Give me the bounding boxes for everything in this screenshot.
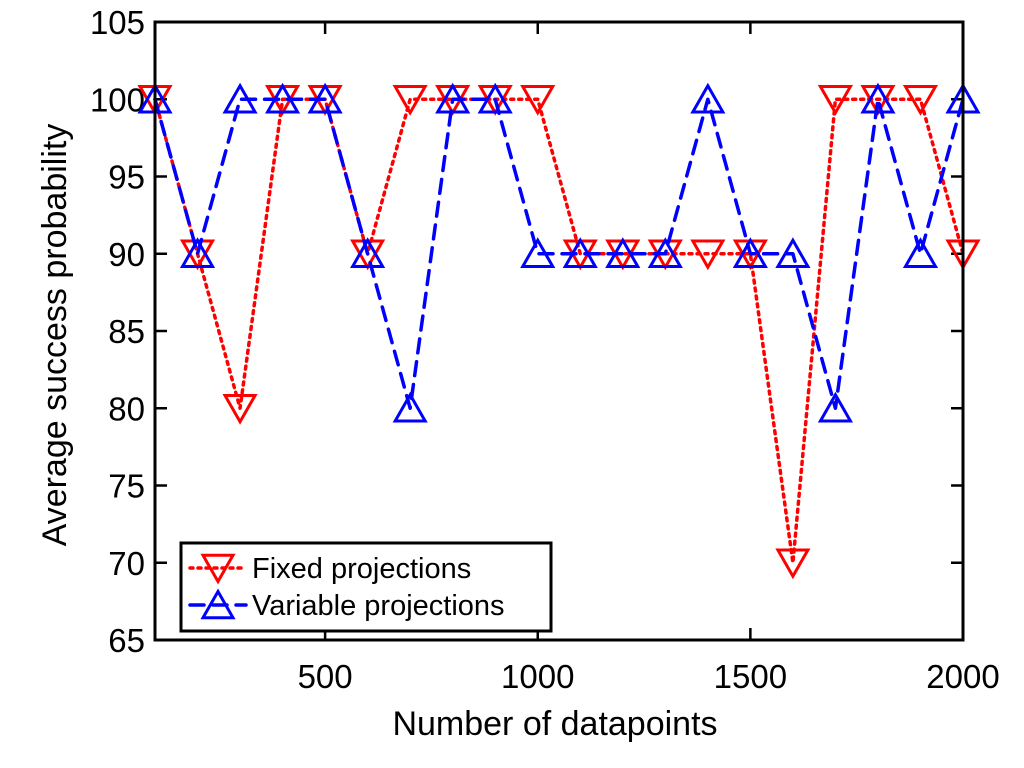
y-tick-label: 75 xyxy=(108,468,145,505)
data-point xyxy=(817,85,854,116)
data-point xyxy=(817,391,854,423)
legend-marker xyxy=(200,553,236,585)
data-point xyxy=(605,237,641,268)
data-point xyxy=(264,82,301,114)
data-point xyxy=(562,237,598,268)
y-tick-label: 105 xyxy=(90,4,145,41)
legend-box xyxy=(179,541,553,633)
plot-frame xyxy=(153,20,965,642)
x-tick-label: 1000 xyxy=(501,658,574,695)
data-point xyxy=(732,237,768,268)
data-point xyxy=(435,82,471,114)
data-point xyxy=(179,237,216,268)
y-tick-label: 95 xyxy=(108,159,145,196)
data-point xyxy=(520,85,556,116)
y-tick-label: 70 xyxy=(108,545,145,582)
y-tick-label: 100 xyxy=(90,81,145,118)
x-tick-label: 500 xyxy=(298,658,353,695)
legend-marker xyxy=(200,588,236,620)
data-point xyxy=(902,85,939,116)
x-axis-label: Number of datapoints xyxy=(392,705,717,743)
data-point xyxy=(520,237,556,268)
data-point xyxy=(477,82,513,114)
data-point xyxy=(690,82,726,114)
data-point xyxy=(775,548,811,580)
y-tick-label: 85 xyxy=(108,313,145,350)
data-point xyxy=(307,82,343,114)
data-point xyxy=(392,391,428,423)
data-point xyxy=(902,237,939,268)
y-tick-label: 65 xyxy=(108,622,145,659)
plot-background xyxy=(155,22,963,640)
x-tick-label: 1500 xyxy=(714,658,787,695)
data-point xyxy=(350,237,386,268)
series-1 xyxy=(137,82,981,423)
legend: Fixed projections Variable projections xyxy=(179,541,553,633)
legend-label: Fixed projections xyxy=(252,553,471,585)
y-tick-label: 90 xyxy=(108,236,145,273)
data-point xyxy=(775,237,811,268)
data-point xyxy=(392,85,428,116)
data-point xyxy=(860,82,896,114)
legend-label: Variable projections xyxy=(252,590,505,622)
data-point xyxy=(222,82,258,114)
x-tick-label: 2000 xyxy=(926,658,999,695)
y-axis-label: Average success probability xyxy=(36,124,74,547)
data-point xyxy=(222,394,258,425)
data-point xyxy=(647,237,683,268)
data-point xyxy=(690,239,726,271)
y-tick-label: 80 xyxy=(108,390,145,427)
